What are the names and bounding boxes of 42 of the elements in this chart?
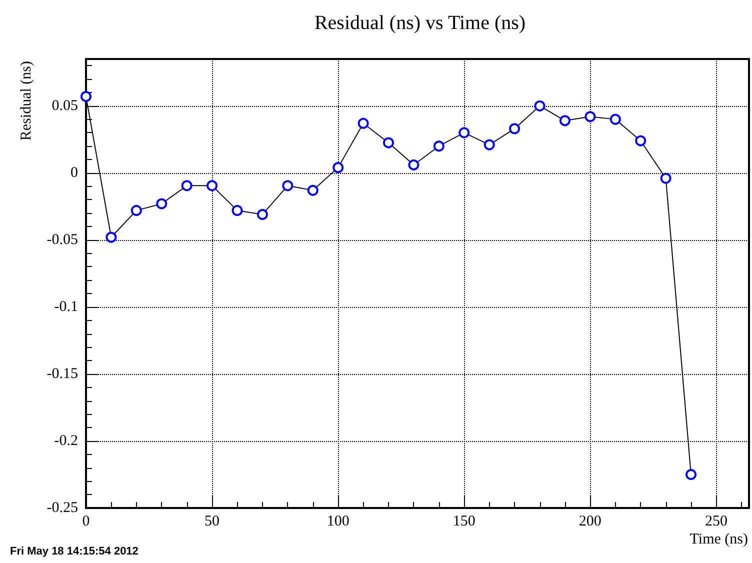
x-axis-title: Time (ns) [690,532,748,548]
y-axis-title: Residual (ns) [18,61,34,141]
point [509,123,520,134]
text: Fri May 18 14:15:54 2012 [10,546,138,558]
point [358,118,369,129]
point [584,111,596,122]
x-tick-label: 0 [82,514,90,530]
point [106,232,117,243]
y-tick-label: -0.15 [46,366,78,382]
point [635,135,646,146]
point [559,115,570,126]
point [408,159,420,170]
point [660,172,672,184]
point [686,468,697,480]
point [307,184,318,196]
point [256,208,268,220]
point [433,140,444,152]
x-tick-label: 150 [452,514,476,530]
x-tick-label: 200 [578,514,602,530]
point [130,204,142,216]
point [181,180,192,192]
point [156,198,168,210]
y-tick-label: -0.05 [46,232,78,248]
point [534,100,546,112]
point [282,180,294,192]
point [232,204,243,216]
y-tick-label: -0.1 [54,298,78,315]
point [332,162,344,174]
point [383,137,394,148]
x-tick-label: 250 [704,514,728,530]
x-tick-label: 50 [204,514,220,530]
point [458,127,470,138]
point [206,180,218,192]
x-tick-label: 100 [326,514,350,530]
chart-title: Residual (ns) vs Time (ns) [314,12,526,34]
y-tick-label: -0.2 [54,432,78,449]
point [610,114,621,125]
point [484,139,495,150]
y-tick-label: 0 [70,164,78,181]
y-tick-label: -0.25 [46,500,78,516]
y-tick-label: 0.05 [52,98,78,114]
point [80,91,92,102]
